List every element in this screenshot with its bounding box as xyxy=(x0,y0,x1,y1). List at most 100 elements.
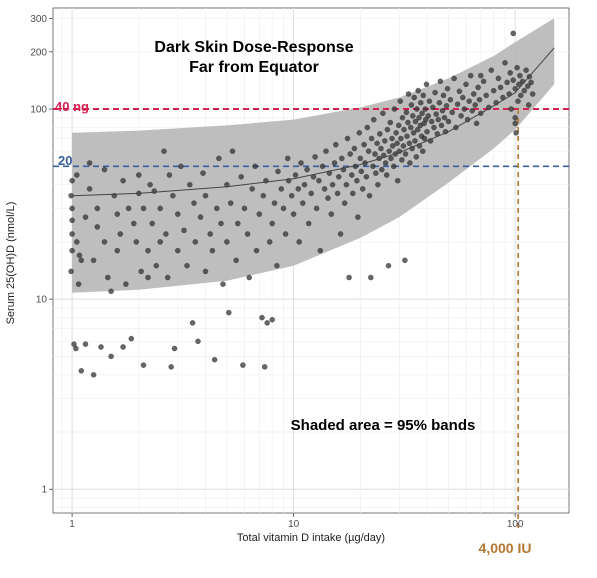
data-point xyxy=(341,200,348,206)
data-point xyxy=(189,320,196,326)
data-point xyxy=(123,281,129,287)
data-point xyxy=(244,231,251,237)
data-point xyxy=(405,119,411,126)
data-point xyxy=(356,129,363,136)
data-point xyxy=(259,314,265,321)
data-point xyxy=(147,181,153,188)
data-point xyxy=(114,247,121,254)
data-point xyxy=(334,190,341,197)
data-point xyxy=(252,163,258,170)
data-point xyxy=(120,344,126,350)
data-point xyxy=(477,72,484,79)
data-point xyxy=(408,102,415,108)
data-point xyxy=(400,143,407,149)
data-point xyxy=(456,88,463,95)
data-point xyxy=(389,135,395,142)
data-point xyxy=(351,145,358,152)
data-point xyxy=(380,110,386,117)
data-point xyxy=(403,109,410,116)
data-point xyxy=(512,120,519,127)
data-point xyxy=(480,78,487,85)
data-point xyxy=(407,124,414,131)
data-point xyxy=(261,364,268,370)
data-point xyxy=(138,268,144,275)
data-point xyxy=(440,92,447,99)
data-point xyxy=(410,129,417,136)
data-point xyxy=(125,205,132,212)
data-point xyxy=(192,239,199,245)
data-point xyxy=(470,91,477,97)
data-point xyxy=(329,181,336,188)
data-point xyxy=(458,113,464,119)
data-point xyxy=(191,200,197,206)
data-point xyxy=(439,107,446,114)
data-point xyxy=(412,118,419,125)
data-point xyxy=(382,160,389,166)
data-point xyxy=(399,157,405,163)
data-point xyxy=(395,122,402,129)
data-point xyxy=(133,239,140,245)
data-point xyxy=(361,141,367,148)
data-point xyxy=(375,181,381,188)
data-point xyxy=(357,155,364,162)
data-point xyxy=(168,364,174,370)
data-point xyxy=(264,320,271,326)
data-point xyxy=(386,148,393,154)
data-point xyxy=(445,118,452,125)
data-point xyxy=(117,231,124,237)
data-point xyxy=(529,91,536,97)
data-point xyxy=(366,192,373,199)
data-point xyxy=(419,148,426,154)
data-point xyxy=(525,102,532,108)
data-point xyxy=(358,168,365,175)
data-point xyxy=(502,60,508,66)
data-point xyxy=(384,126,391,133)
data-point xyxy=(397,98,404,104)
data-point xyxy=(90,257,97,264)
data-point xyxy=(363,173,370,180)
data-point xyxy=(490,87,497,94)
data-point xyxy=(515,98,521,104)
data-point xyxy=(401,126,407,133)
data-point xyxy=(229,148,236,154)
data-point xyxy=(475,84,481,91)
data-point xyxy=(296,239,303,245)
data-point xyxy=(523,67,529,73)
data-point xyxy=(344,135,351,142)
data-point xyxy=(74,239,80,245)
data-point xyxy=(269,220,276,227)
data-point xyxy=(472,102,479,108)
data-point xyxy=(278,186,285,192)
data-point xyxy=(166,172,173,178)
data-point xyxy=(466,98,473,104)
data-point xyxy=(394,140,400,147)
data-point xyxy=(387,119,394,126)
data-point xyxy=(161,148,167,154)
data-point xyxy=(381,138,388,144)
data-point xyxy=(451,75,457,82)
data-point xyxy=(383,172,390,178)
data-point xyxy=(372,170,379,176)
data-point xyxy=(114,211,121,217)
data-point xyxy=(74,172,80,178)
data-point xyxy=(459,94,466,101)
data-point xyxy=(266,239,273,245)
data-point xyxy=(284,155,291,162)
data-point xyxy=(425,113,432,119)
data-point xyxy=(368,135,375,142)
chart-title-line1: Dark Skin Dose-Response xyxy=(154,39,353,56)
data-point xyxy=(347,151,354,157)
data-point xyxy=(393,129,399,136)
data-point xyxy=(269,316,276,323)
data-point xyxy=(313,205,320,212)
data-point xyxy=(467,72,474,79)
data-point xyxy=(323,148,329,154)
data-point xyxy=(488,67,495,73)
data-point xyxy=(186,181,193,188)
x-tick-label: 10 xyxy=(288,519,300,530)
data-point xyxy=(417,99,424,106)
fit-curve xyxy=(72,47,555,197)
data-point xyxy=(207,231,213,237)
data-point xyxy=(157,239,163,245)
data-point xyxy=(108,353,114,360)
